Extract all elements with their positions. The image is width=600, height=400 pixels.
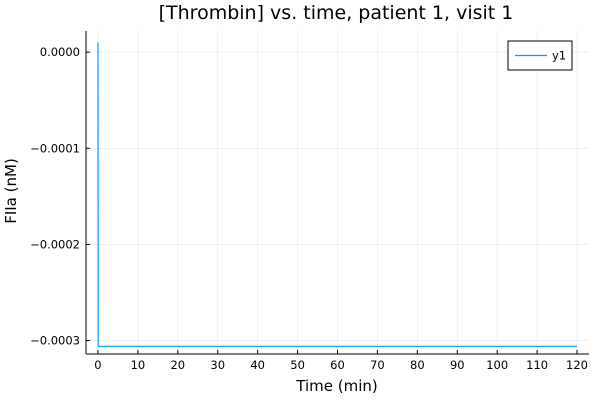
- x-tick-label-0: 0: [94, 358, 101, 372]
- legend-label-y1: y1: [552, 49, 566, 63]
- x-tick-label-6: 60: [330, 358, 345, 372]
- x-tick-label-11: 110: [526, 358, 548, 372]
- y-tick-label-1: −0.0002: [30, 237, 80, 251]
- y-ticks: −0.0003 −0.0002 −0.0001 0.0000: [30, 45, 90, 348]
- y-tick-label-0: −0.0003: [30, 334, 80, 348]
- x-tick-label-9: 90: [450, 358, 465, 372]
- x-tick-label-12: 120: [566, 358, 588, 372]
- x-tick-label-10: 100: [486, 358, 508, 372]
- series-line-y1: [97, 42, 578, 347]
- legend: y1: [507, 40, 573, 71]
- x-tick-label-5: 50: [290, 358, 305, 372]
- grid: [86, 31, 589, 354]
- x-ticks: 0 10 20 30 40 50 60 70 80 90 100 110 120: [94, 350, 588, 372]
- x-tick-label-4: 40: [250, 358, 265, 372]
- x-tick-label-1: 10: [131, 358, 146, 372]
- y-axis-label: FIIa (nM): [2, 158, 20, 224]
- x-tick-label-3: 30: [210, 358, 225, 372]
- y-tick-label-2: −0.0001: [30, 141, 80, 155]
- x-tick-label-8: 80: [410, 358, 425, 372]
- chart-title: [Thrombin] vs. time, patient 1, visit 1: [159, 2, 514, 24]
- y-tick-label-3: 0.0000: [40, 45, 80, 59]
- x-axis-label: Time (min): [295, 377, 377, 395]
- x-tick-label-2: 20: [170, 358, 185, 372]
- x-tick-label-7: 70: [370, 358, 385, 372]
- series-layer: [97, 42, 578, 347]
